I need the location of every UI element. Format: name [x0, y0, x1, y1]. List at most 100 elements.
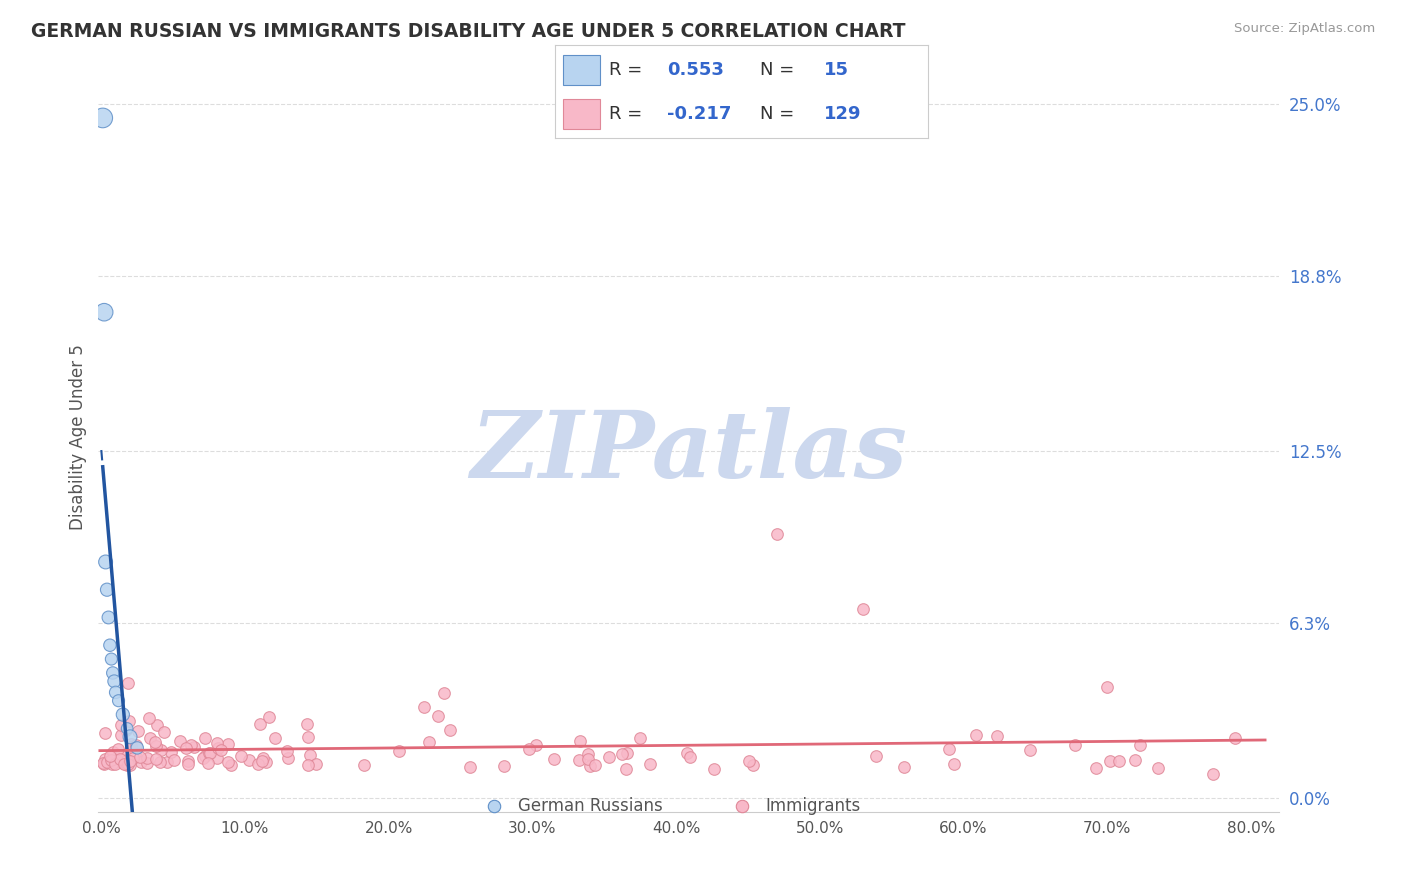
Point — [98, 748, 121, 763]
Point — [148, 755, 170, 769]
Point — [193, 751, 215, 765]
Point — [583, 757, 606, 772]
Point — [638, 756, 661, 771]
Point — [427, 709, 450, 723]
Text: Immigrants: Immigrants — [766, 797, 860, 814]
Point — [679, 750, 702, 764]
Point — [197, 756, 219, 770]
Point — [93, 726, 115, 740]
Point — [129, 750, 152, 764]
Point — [145, 752, 167, 766]
Point — [117, 757, 139, 772]
Point — [257, 710, 280, 724]
Point — [388, 744, 411, 758]
Point — [117, 752, 139, 766]
Point — [517, 742, 540, 756]
Point — [276, 744, 298, 758]
Point — [120, 737, 142, 751]
Point — [96, 755, 118, 769]
Point — [676, 746, 699, 760]
Point — [612, 747, 634, 762]
Point — [217, 737, 239, 751]
Point — [118, 714, 141, 729]
Point — [91, 756, 114, 771]
Point — [579, 759, 602, 773]
Point — [412, 700, 434, 714]
Point — [101, 745, 124, 759]
Point — [101, 665, 124, 680]
Point — [127, 740, 149, 755]
Point — [277, 751, 299, 765]
Point — [110, 747, 132, 762]
Text: -0.217: -0.217 — [668, 105, 731, 123]
Point — [492, 759, 515, 773]
Point — [229, 748, 252, 763]
Text: N =: N = — [761, 61, 800, 78]
Point — [111, 755, 134, 769]
Point — [418, 735, 440, 749]
Text: R =: R = — [609, 105, 648, 123]
Point — [295, 717, 318, 731]
Point — [110, 717, 132, 731]
Point — [207, 741, 229, 756]
Point — [117, 676, 139, 690]
Point — [238, 753, 260, 767]
Point — [93, 305, 115, 319]
Point — [124, 738, 146, 752]
Y-axis label: Disability Age Under 5: Disability Age Under 5 — [69, 344, 87, 530]
Point — [305, 756, 328, 771]
Point — [138, 711, 160, 725]
Point — [893, 760, 915, 774]
Point — [198, 747, 221, 761]
Text: GERMAN RUSSIAN VS IMMIGRANTS DISABILITY AGE UNDER 5 CORRELATION CHART: GERMAN RUSSIAN VS IMMIGRANTS DISABILITY … — [31, 22, 905, 41]
Point — [738, 754, 761, 768]
Point — [568, 753, 591, 767]
Point — [246, 757, 269, 772]
Point — [127, 723, 149, 738]
Point — [93, 752, 115, 766]
Point — [219, 758, 242, 772]
Point — [160, 745, 183, 759]
Point — [120, 739, 142, 754]
Point — [458, 760, 481, 774]
Point — [254, 756, 277, 770]
Point — [194, 749, 217, 764]
Point — [124, 748, 146, 763]
Point — [104, 752, 127, 766]
Point — [252, 755, 274, 769]
Point — [143, 735, 166, 749]
Point — [252, 751, 274, 765]
Point — [616, 746, 638, 760]
Point — [115, 757, 138, 772]
Text: N =: N = — [761, 105, 800, 123]
Point — [432, 686, 454, 700]
Point — [150, 743, 173, 757]
Point — [129, 756, 152, 770]
Point — [297, 730, 319, 744]
Point — [742, 757, 765, 772]
Point — [93, 756, 115, 771]
Point — [118, 730, 141, 744]
Point — [194, 731, 217, 745]
Point — [865, 748, 887, 763]
Point — [1202, 766, 1225, 780]
Point — [104, 685, 127, 699]
Point — [1129, 738, 1152, 752]
Text: ZIPatlas: ZIPatlas — [471, 407, 907, 497]
Point — [122, 751, 145, 765]
Point — [155, 755, 177, 769]
Point — [598, 750, 620, 764]
Point — [1223, 731, 1246, 745]
Text: 0.553: 0.553 — [668, 61, 724, 78]
Point — [103, 674, 125, 689]
Point — [614, 762, 637, 776]
Text: Source: ZipAtlas.com: Source: ZipAtlas.com — [1234, 22, 1375, 36]
Point — [249, 717, 271, 731]
Bar — [562, 55, 600, 85]
Point — [91, 111, 114, 125]
Point — [169, 733, 191, 747]
Point — [1095, 680, 1118, 694]
Point — [115, 722, 138, 736]
Point — [1108, 754, 1130, 768]
Point — [153, 724, 176, 739]
